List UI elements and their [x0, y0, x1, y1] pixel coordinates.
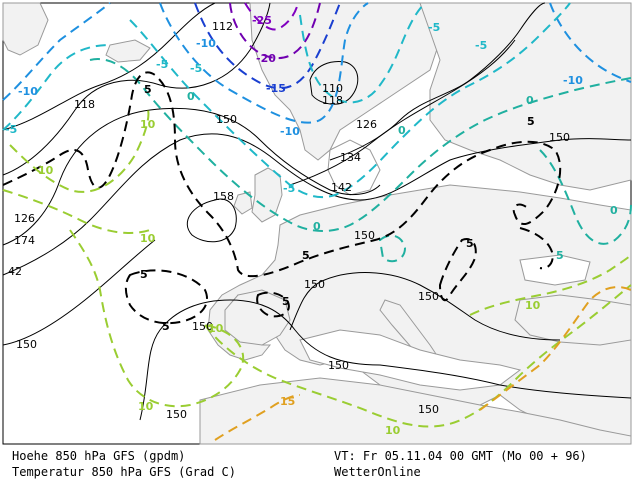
temp-label: -5	[283, 182, 295, 195]
height-label: 118	[74, 98, 95, 111]
height-label: 112	[212, 20, 233, 33]
height-label: 150	[418, 290, 439, 303]
temp-label: -5	[428, 21, 440, 34]
temp-label: 5	[144, 83, 152, 96]
temp-label: -25	[252, 14, 272, 27]
height-labels: 112 110 118 118 126 134 142 150 150 150 …	[8, 20, 570, 421]
temp-label: -20	[256, 52, 276, 65]
height-label: 150	[216, 113, 237, 126]
height-label: 142	[331, 181, 352, 194]
temp-label: -10	[196, 37, 216, 50]
temp-label: -15	[266, 82, 286, 95]
legend-temperature-text: Temperatur 850 hPa GFS (Grad C)	[12, 465, 236, 479]
valid-time-text: VT: Fr 05.11.04 00 GMT (Mo 00 + 96)	[334, 449, 587, 463]
temp-label: 5	[140, 268, 148, 281]
isotherms	[2, 2, 632, 441]
temp-label: 10	[140, 232, 156, 245]
temp-label: -5	[475, 39, 487, 52]
temp-label: 5	[527, 115, 535, 128]
height-label: 150	[549, 131, 570, 144]
temp-label: 5	[162, 320, 170, 333]
height-label: 150	[304, 278, 325, 291]
temp-label: 0	[610, 204, 618, 217]
temp-labels: -25 -20 -15 -10 -10 -10 -10 -5 -5 -5 -5 …	[5, 14, 618, 437]
height-contours	[2, 2, 632, 421]
temp-label: 10	[140, 118, 156, 131]
height-label: 150	[328, 359, 349, 372]
height-label: 150	[354, 229, 375, 242]
height-label: 150	[166, 408, 187, 421]
height-label: 150	[16, 338, 37, 351]
temp-label: -10	[18, 85, 38, 98]
weather-map: 112 110 118 118 126 134 142 150 150 150 …	[2, 2, 632, 445]
land-masses	[2, 2, 632, 445]
temp-label: -5	[156, 58, 168, 71]
height-label: 126	[356, 118, 377, 131]
height-label: 150	[418, 403, 439, 416]
source-text: WetterOnline	[334, 465, 421, 479]
temp-label: 10	[385, 424, 401, 437]
temp-label: 10	[208, 322, 224, 335]
height-label: 158	[213, 190, 234, 203]
height-label: 126	[14, 212, 35, 225]
temp-label: 0	[187, 90, 195, 103]
temp-label: -10	[563, 74, 583, 87]
temp-label: 0	[398, 124, 406, 137]
temp-label: 0	[526, 94, 534, 107]
temp-label: -5	[5, 123, 17, 136]
height-label: 118	[322, 94, 343, 107]
temp-label: 10	[525, 299, 541, 312]
temp-label: 15	[280, 395, 295, 408]
temp-label: 0	[313, 220, 321, 233]
height-label: 174	[14, 234, 35, 247]
temp-label: 5	[466, 237, 474, 250]
height-label: 42	[8, 265, 22, 278]
temp-label: 5	[282, 295, 290, 308]
map-legend-footer: Hoehe 850 hPa GFS (gpdm) Temperatur 850 …	[0, 445, 634, 490]
temp-label: 10	[38, 164, 54, 177]
temp-label: -10	[280, 125, 300, 138]
temp-label: 5	[556, 249, 564, 262]
height-label: 110	[322, 82, 343, 95]
height-label: 150	[192, 320, 213, 333]
height-label: 134	[340, 151, 361, 164]
temp-label: -5	[190, 62, 202, 75]
legend-height-text: Hoehe 850 hPa GFS (gpdm)	[12, 449, 186, 463]
temp-label: 5	[302, 249, 310, 262]
temp-label: 10	[138, 400, 154, 413]
